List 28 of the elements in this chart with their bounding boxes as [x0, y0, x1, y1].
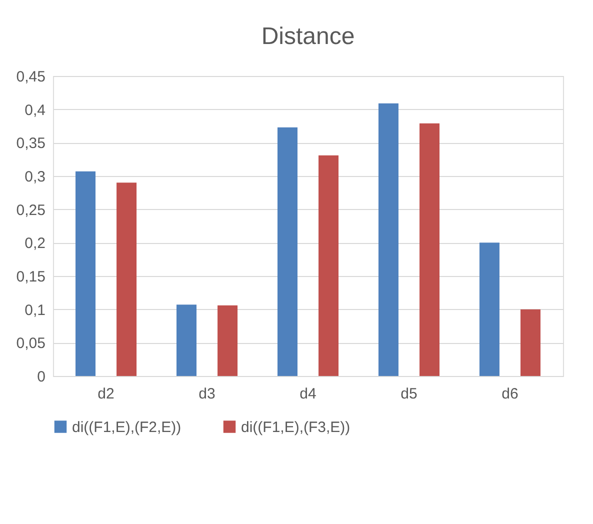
y-tick-label: 0,35 [16, 135, 46, 152]
y-tick-label: 0,15 [16, 268, 46, 286]
bar [479, 242, 500, 376]
bar [318, 155, 339, 376]
y-tick-label: 0,4 [24, 102, 46, 119]
legend-label: di((F1,E),(F2,E)) [72, 418, 182, 436]
y-tick-label: 0,45 [16, 68, 46, 86]
bar [277, 127, 298, 376]
y-tick-label: 0,05 [16, 335, 46, 352]
bar [218, 305, 238, 376]
bar [420, 123, 440, 376]
y-tick-label: 0 [37, 368, 46, 386]
bar [76, 171, 96, 376]
y-tick-label: 0,25 [16, 202, 46, 219]
bar [378, 103, 398, 376]
x-tick-label: d3 [198, 386, 216, 402]
x-tick-label: d2 [98, 386, 114, 402]
bar [520, 309, 540, 376]
x-tick-label: d5 [400, 386, 418, 402]
y-tick-label: 0,2 [24, 235, 46, 252]
legend-label: di((F1,E),(F3,E)) [241, 418, 350, 436]
bar [116, 182, 137, 376]
y-tick-label: 0,1 [24, 302, 46, 319]
x-tick-label: d6 [502, 386, 518, 402]
bar [176, 304, 196, 376]
x-tick-label: d4 [300, 386, 316, 402]
chart-title: Distance [261, 23, 355, 50]
y-tick-label: 0,3 [24, 168, 46, 186]
